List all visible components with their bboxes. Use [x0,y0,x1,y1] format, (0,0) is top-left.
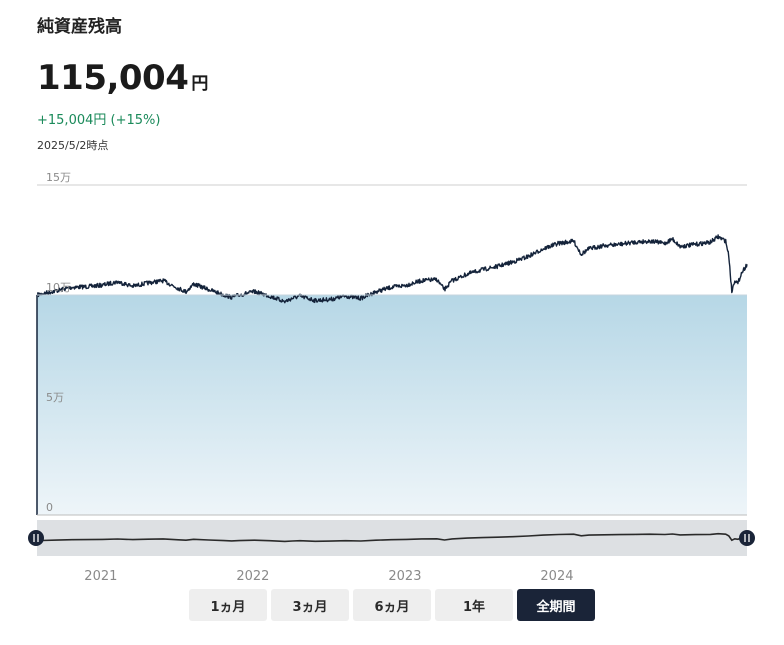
amount-value: 115,004 [37,58,189,98]
period-button-all[interactable]: 全期間 [517,589,595,621]
baseline-area [37,295,747,515]
y-tick-label: 5万 [46,391,64,404]
x-tick-label: 2024 [540,569,573,584]
navigator-series-line [36,532,748,543]
net-asset-amount: 115,004 円 [37,58,208,98]
page-title: 純資産残高 [37,17,122,37]
x-tick-label: 2021 [84,569,117,584]
net-asset-chart[interactable]: 15万 10万 5万 0 2021 2022 2023 2024 [0,0,784,590]
navigator-right-handle[interactable] [739,530,755,546]
period-button-6m[interactable]: 6ヵ月 [353,589,431,621]
navigator-background [37,520,747,556]
period-button-3m[interactable]: 3ヵ月 [271,589,349,621]
net-asset-series-line [36,234,748,304]
navigator-left-handle[interactable] [28,530,44,546]
period-button-1y[interactable]: 1年 [435,589,513,621]
x-tick-label: 2022 [236,569,269,584]
amount-unit: 円 [191,74,209,94]
y-tick-label: 10万 [46,281,71,294]
period-button-1m[interactable]: 1ヵ月 [189,589,267,621]
y-tick-label: 15万 [46,171,71,184]
period-selector: 1ヵ月 3ヵ月 6ヵ月 1年 全期間 [189,589,595,621]
as-of-date: 2025/5/2時点 [37,139,109,152]
y-tick-label: 0 [46,501,53,514]
x-tick-label: 2023 [388,569,421,584]
change-value: +15,004円 (+15%) [37,113,161,128]
